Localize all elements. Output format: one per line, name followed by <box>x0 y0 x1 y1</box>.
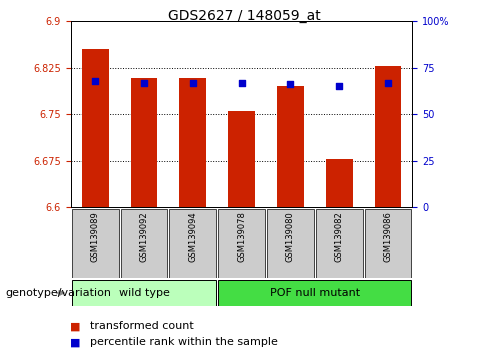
Bar <box>316 209 363 278</box>
Text: GSM139082: GSM139082 <box>335 211 344 262</box>
Bar <box>267 209 314 278</box>
Point <box>91 78 99 84</box>
Text: ■: ■ <box>70 321 81 331</box>
Bar <box>169 209 216 278</box>
Text: GDS2627 / 148059_at: GDS2627 / 148059_at <box>167 9 321 23</box>
Bar <box>218 209 265 278</box>
Text: transformed count: transformed count <box>90 321 194 331</box>
Text: ■: ■ <box>70 337 81 347</box>
Point <box>335 84 343 89</box>
Text: GSM139094: GSM139094 <box>188 211 197 262</box>
Text: percentile rank within the sample: percentile rank within the sample <box>90 337 278 347</box>
Text: GSM139078: GSM139078 <box>237 211 246 262</box>
Point <box>286 82 294 87</box>
Bar <box>82 49 108 207</box>
Bar <box>180 78 206 207</box>
Bar <box>375 66 401 207</box>
Text: GSM139080: GSM139080 <box>286 211 295 262</box>
Text: GSM139086: GSM139086 <box>384 211 392 262</box>
Text: POF null mutant: POF null mutant <box>270 288 360 298</box>
Point <box>189 80 197 85</box>
Bar <box>72 209 119 278</box>
Text: genotype/variation: genotype/variation <box>5 288 111 298</box>
Text: wild type: wild type <box>119 288 169 298</box>
Bar <box>218 280 411 306</box>
Point <box>384 80 392 85</box>
Bar <box>72 280 216 306</box>
Point <box>140 80 148 85</box>
Bar <box>365 209 411 278</box>
Bar <box>131 78 157 207</box>
Text: GSM139092: GSM139092 <box>140 211 148 262</box>
Bar <box>121 209 167 278</box>
Bar <box>326 159 352 207</box>
Point <box>238 80 245 85</box>
Text: GSM139089: GSM139089 <box>91 211 100 262</box>
Bar <box>277 86 304 207</box>
Bar <box>228 111 255 207</box>
